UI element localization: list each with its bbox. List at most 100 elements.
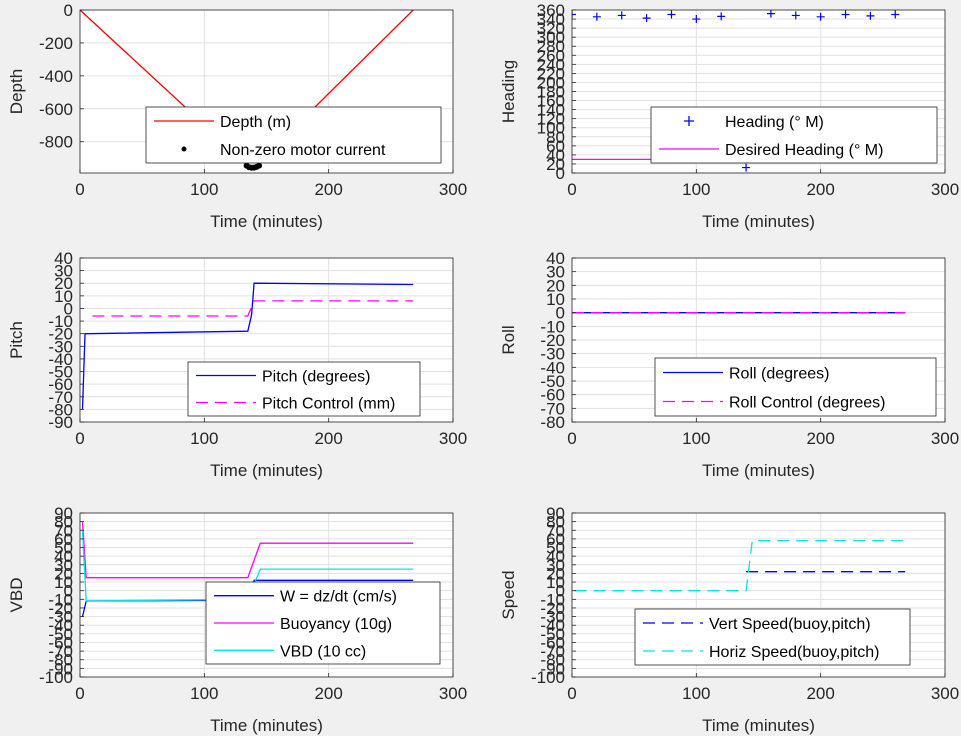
legend: Pitch (degrees) Pitch Control (mm) [187, 361, 421, 417]
chart-panel-6: 0 100 200 3009080706050403020100-10-20-30-4… [499, 504, 959, 735]
y-tick-label: -70 [540, 642, 565, 661]
x-tick-label: 0 [75, 429, 84, 448]
data-point [866, 11, 875, 20]
x-tick-label: 300 [931, 180, 959, 199]
y-tick-label: -40 [48, 616, 73, 635]
y-tick-label: -10 [48, 312, 73, 331]
axes-box [79, 512, 454, 678]
data-point [256, 162, 263, 169]
y-tick-label: 20 [54, 274, 73, 293]
y-tick-label: -90 [48, 659, 73, 678]
x-tick-label: 0 [567, 429, 576, 448]
y-tick-label: -30 [540, 345, 565, 364]
legend-label: Pitch Control (mm) [262, 396, 395, 413]
legend-label: Buoyancy (10g) [280, 616, 392, 633]
y-tick-label: 60 [546, 137, 565, 156]
x-tick-label: 200 [806, 684, 834, 703]
legend-label: Heading (° M) [725, 114, 824, 131]
x-tick-label: 0 [75, 684, 84, 703]
legend-label: Vert Speed(buoy,pitch) [709, 616, 871, 633]
x-tick-label: 100 [682, 180, 710, 199]
y-tick-label: -50 [48, 625, 73, 644]
y-tick-label: -90 [48, 413, 73, 432]
x-tick-label: 200 [314, 180, 342, 199]
y-tick-label: 90 [546, 504, 565, 523]
legend: Roll (degrees) Roll Control (degrees) [654, 357, 937, 417]
y-tick-label: 70 [546, 521, 565, 540]
x-tick-label: 300 [439, 180, 467, 199]
y-tick-label: -80 [48, 400, 73, 419]
y-tick-label: -40 [540, 358, 565, 377]
series-line-2 [574, 539, 906, 592]
x-tick-label: 100 [682, 429, 710, 448]
y-tick-label: -600 [39, 100, 73, 119]
y-tick-label: -10 [48, 590, 73, 609]
y-tick-label: -70 [540, 399, 565, 418]
y-axis-label: Depth [7, 69, 26, 114]
y-tick-label: 40 [546, 249, 565, 268]
legend-box [654, 357, 937, 417]
y-tick-label: 10 [546, 290, 565, 309]
y-axis-label: Heading [499, 60, 518, 123]
chart-panel-2: 0 100 200 300020406080100120140160180200220… [499, 1, 959, 231]
y-tick-label: 240 [537, 55, 565, 74]
y-tick-label: 0 [556, 582, 565, 601]
y-tick-label: -60 [48, 375, 73, 394]
x-tick-label: 200 [806, 180, 834, 199]
y-tick-label: 280 [537, 37, 565, 56]
x-tick-label: 100 [190, 429, 218, 448]
x-tick-label: 0 [75, 180, 84, 199]
y-tick-label: 360 [537, 1, 565, 20]
x-tick-label: 200 [314, 429, 342, 448]
legend-label: Roll (degrees) [729, 366, 829, 383]
y-tick-label: 50 [54, 539, 73, 558]
y-tick-label: -100 [39, 668, 73, 687]
y-tick-label: 340 [537, 10, 565, 29]
series-group [80, 10, 414, 171]
y-tick-label: -40 [540, 616, 565, 635]
y-tick-label: 30 [54, 556, 73, 575]
legend-box [145, 106, 442, 164]
x-axis-label: Time (minutes) [210, 212, 323, 231]
y-tick-label: 260 [537, 46, 565, 65]
legend-marker [684, 116, 694, 126]
x-axis-label: Time (minutes) [210, 716, 323, 735]
y-tick-label: -20 [48, 599, 73, 618]
legend-label: Roll Control (degrees) [729, 395, 886, 412]
y-tick-label: 10 [546, 573, 565, 592]
legend-box [187, 361, 421, 417]
x-tick-label: 300 [931, 684, 959, 703]
y-tick-label: 10 [54, 287, 73, 306]
x-tick-label: 300 [439, 429, 467, 448]
y-tick-label: -10 [540, 317, 565, 336]
data-point [841, 10, 850, 19]
axes-box [79, 257, 454, 423]
x-tick-label: 200 [806, 429, 834, 448]
x-tick-label: 0 [567, 180, 576, 199]
y-tick-label: -20 [540, 331, 565, 350]
legend-label: Desired Heading (° M) [725, 142, 883, 159]
x-tick-label: 200 [314, 684, 342, 703]
y-tick-label: 200 [537, 73, 565, 92]
y-tick-label: 40 [54, 547, 73, 566]
legend: W = dz/dt (cm/s) Buoyancy (10g) VBD (10 cc… [205, 581, 441, 665]
chart-panel-5: 0 100 200 3009080706050403020100-10-20-30-4… [7, 504, 467, 735]
data-point [816, 12, 825, 21]
y-axis-label: Pitch [7, 321, 26, 359]
y-tick-label: -70 [48, 388, 73, 407]
y-tick-label: 20 [546, 564, 565, 583]
data-point [791, 11, 800, 20]
y-tick-label: -50 [48, 363, 73, 382]
x-tick-label: 100 [190, 684, 218, 703]
data-point [766, 10, 775, 18]
y-tick-label: 30 [54, 262, 73, 281]
y-tick-label: 40 [546, 547, 565, 566]
y-tick-label: -10 [540, 590, 565, 609]
data-point [592, 12, 601, 21]
y-tick-label: -30 [540, 608, 565, 627]
legend-label: Depth (m) [220, 114, 291, 131]
y-tick-label: 40 [54, 249, 73, 268]
y-tick-label: 0 [64, 582, 73, 601]
x-tick-label: 0 [567, 684, 576, 703]
